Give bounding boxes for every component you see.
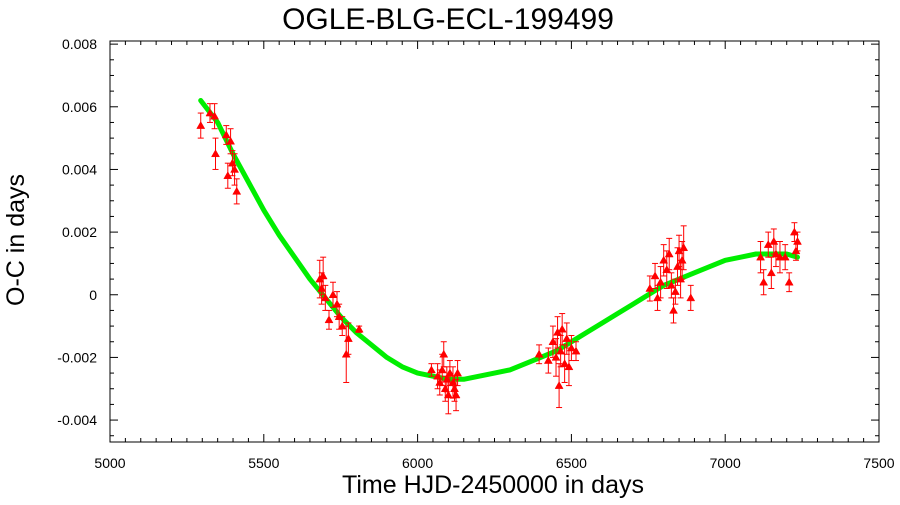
data-point [328, 290, 338, 299]
data-point [557, 324, 567, 333]
data-point [551, 352, 561, 361]
data-point [445, 368, 455, 377]
data-point [556, 346, 566, 355]
data-point [548, 337, 558, 345]
data-point [354, 324, 364, 333]
y-tick-label: 0.008 [62, 36, 97, 52]
data-point [571, 346, 581, 355]
data-point [534, 349, 544, 358]
x-tick-label: 7500 [863, 455, 894, 471]
data-point [427, 365, 436, 374]
data-point [443, 390, 453, 399]
x-tick-label: 7000 [710, 455, 741, 471]
data-point [650, 271, 660, 280]
data-point [451, 390, 461, 399]
data-point [771, 249, 781, 258]
data-point [221, 130, 231, 139]
data-point [439, 349, 449, 358]
data-point [232, 186, 242, 195]
data-point [562, 334, 572, 342]
x-tick-label: 5500 [248, 455, 279, 471]
data-point [196, 121, 206, 129]
data-point [645, 283, 655, 292]
data-point [560, 359, 570, 367]
y-axis-label: O-C in days [2, 174, 30, 306]
data-point [543, 356, 553, 364]
data-point [205, 108, 215, 117]
x-tick-label: 6000 [402, 455, 433, 471]
fit-curve [198, 98, 800, 382]
data-point [780, 252, 790, 261]
x-axis-label: Time HJD-2450000 in days [342, 471, 644, 499]
plot-frame [109, 40, 880, 443]
data-point [320, 293, 330, 302]
data-point [784, 277, 794, 286]
data-point [679, 243, 689, 252]
y-tick-label: 0.002 [62, 224, 97, 240]
data-point [656, 277, 666, 286]
y-tick-label: -0.004 [57, 412, 97, 428]
y-tick-label: 0.004 [62, 161, 97, 177]
data-point [226, 136, 236, 145]
data-point [453, 368, 463, 377]
data-point [793, 236, 802, 245]
data-point [670, 287, 680, 295]
data-point [686, 293, 696, 302]
data-point [566, 343, 576, 352]
data-point [211, 149, 220, 158]
y-tick-label: 0.006 [62, 99, 97, 115]
plot-area: 5000 5500 6000 6500 7000 7500 0.008 0.006 0.004 0… [57, 36, 894, 471]
data-point [766, 268, 776, 277]
data-point [324, 315, 334, 324]
y-tick-label: 0 [89, 287, 97, 303]
data-point [210, 111, 220, 120]
data-point [664, 249, 674, 258]
data-point [564, 362, 574, 371]
x-tick-label: 6500 [556, 455, 587, 471]
data-point [669, 305, 678, 314]
data-point [343, 334, 353, 342]
data-point [659, 255, 669, 264]
chart-title: OGLE-BLG-ECL-199499 [282, 3, 614, 36]
data-point [437, 365, 447, 374]
data-point [554, 381, 564, 389]
data-point [318, 271, 328, 280]
y-tick-label: -0.002 [57, 349, 97, 365]
data-point [230, 164, 240, 173]
x-tick-label: 5000 [94, 455, 125, 471]
data-point [666, 280, 676, 289]
data-point [759, 277, 769, 286]
data-point [756, 252, 766, 261]
